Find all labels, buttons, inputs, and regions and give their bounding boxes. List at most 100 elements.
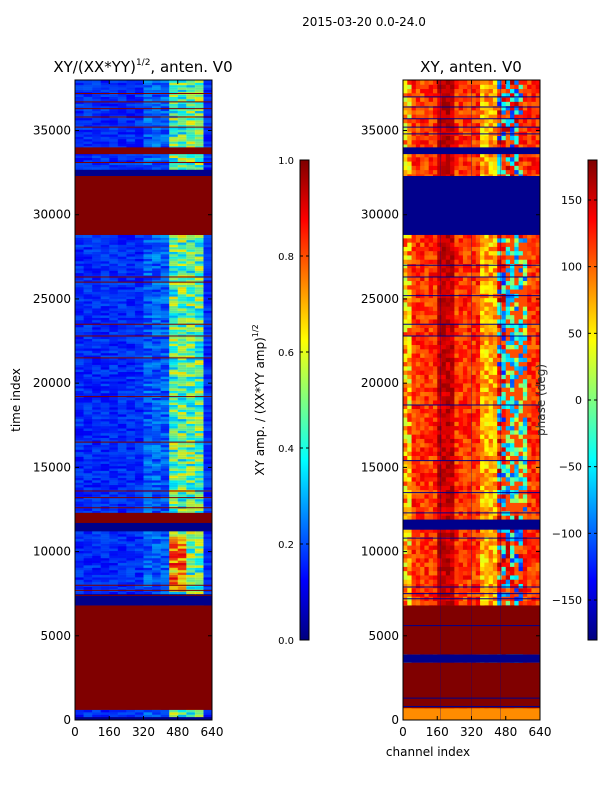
heatmap-cell [143, 319, 153, 323]
heatmap-cell [100, 338, 110, 342]
heatmap-cell [134, 307, 144, 311]
heatmap-cell [109, 545, 119, 549]
heatmap-cell [186, 274, 196, 278]
heatmap-cell [126, 303, 136, 307]
heatmap-cell [169, 162, 179, 166]
heatmap-cell [92, 340, 102, 344]
heatmap-cell [117, 277, 127, 281]
heatmap-cell [152, 101, 162, 104]
heatmap-cell [83, 451, 93, 455]
heatmap-cell [109, 98, 119, 102]
heatmap-cell [497, 592, 502, 597]
heatmap-cell [203, 550, 212, 554]
heatmap-cell [510, 566, 515, 572]
heatmap-cell [134, 324, 144, 328]
heatmap-cell [186, 463, 196, 467]
heatmap-cell [83, 355, 93, 358]
heatmap-cell [92, 277, 102, 281]
heatmap-cell [160, 498, 170, 502]
heatmap-cell [92, 152, 102, 156]
heatmap-cell [134, 369, 144, 373]
heatmap-cell [126, 423, 136, 427]
heatmap-cell [203, 484, 212, 488]
heatmap-cell [186, 357, 196, 361]
heatmap-cell [177, 155, 187, 159]
heatmap-cell [143, 289, 153, 292]
heatmap-cell [186, 336, 196, 340]
heatmap-cell [75, 293, 85, 297]
heatmap-cell [169, 166, 179, 170]
heatmap-cell [194, 564, 204, 568]
heatmap-cell [169, 277, 179, 281]
heatmap-cell [177, 310, 187, 314]
heatmap-cell [203, 162, 212, 166]
heatmap-cell [126, 105, 136, 109]
heatmap-cell [75, 300, 85, 304]
heatmap-cell [186, 579, 196, 583]
heatmap-cell [92, 423, 102, 427]
heatmap-cell [143, 413, 153, 417]
heatmap-cell [134, 444, 144, 448]
heatmap-cell [100, 355, 110, 358]
heatmap-cell [100, 383, 110, 387]
x-tick-label: 0 [71, 725, 79, 739]
heatmap-cell [432, 570, 438, 576]
heatmap-cell [100, 397, 110, 401]
heatmap-cell [177, 270, 187, 274]
heatmap-cell [75, 340, 85, 344]
heatmap-cell [109, 272, 119, 276]
heatmap-cell [100, 376, 110, 380]
heatmap-cell [488, 562, 494, 567]
heatmap-cell [134, 84, 144, 88]
heatmap-cell [100, 538, 110, 542]
heatmap-cell [186, 423, 196, 427]
heatmap-cell [169, 82, 179, 86]
heatmap-cell [420, 583, 425, 589]
heatmap-cell [75, 505, 85, 509]
heatmap-cell [100, 145, 110, 149]
heatmap-cell [152, 411, 162, 415]
heatmap-cell [134, 413, 144, 417]
heatmap-cell [152, 82, 162, 86]
heatmap-cell [109, 453, 119, 457]
heatmap-cell [160, 369, 170, 373]
y-tick-label: 0 [63, 713, 71, 727]
heatmap-cell [143, 560, 153, 564]
heatmap-cell [75, 501, 85, 504]
heatmap-cell [152, 437, 162, 441]
heatmap-cell [83, 505, 93, 509]
heatmap-cell [194, 586, 204, 590]
heatmap-cell [100, 246, 110, 250]
heatmap-cell [117, 442, 127, 446]
heatmap-cell [100, 143, 110, 147]
heatmap-cell [109, 392, 119, 396]
heatmap-cell [117, 564, 127, 568]
heatmap-cell [143, 390, 153, 394]
heatmap-cell [75, 550, 85, 554]
heatmap-cell [505, 592, 511, 597]
heatmap-cell [100, 237, 110, 241]
heatmap-cell [143, 282, 153, 285]
heatmap-cell [126, 579, 136, 583]
heatmap-cell [177, 244, 187, 248]
heatmap-cell [194, 444, 204, 448]
heatmap-cell [126, 145, 136, 149]
heatmap-cell [83, 390, 93, 394]
heatmap-cell [203, 298, 212, 302]
heatmap-cell [169, 300, 179, 304]
heatmap-cell [194, 277, 204, 281]
heatmap-cell [194, 385, 204, 389]
heatmap-cell [117, 479, 127, 483]
heatmap-cell [186, 329, 196, 333]
heatmap-cell [117, 296, 127, 300]
heatmap-cell [152, 312, 162, 316]
heatmap-cell [75, 82, 85, 86]
heatmap-cell [152, 317, 162, 321]
heatmap-cell [169, 336, 179, 340]
heatmap-cell [134, 350, 144, 354]
heatmap-cell [83, 373, 93, 377]
heatmap-cell [203, 388, 212, 391]
heatmap-cell [177, 378, 187, 382]
panel1-ylabel: time index [9, 368, 23, 432]
